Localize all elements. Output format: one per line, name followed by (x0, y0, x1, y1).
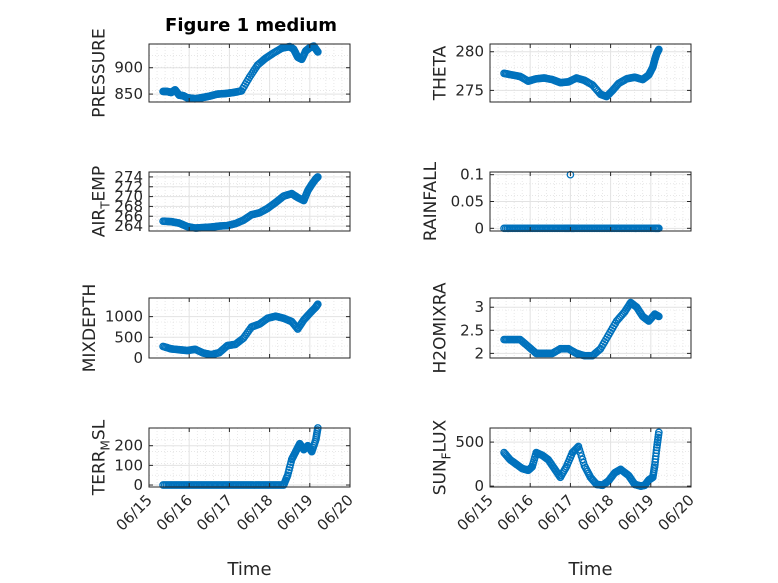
data-point (654, 312, 663, 320)
y-tick-label: 0 (133, 476, 143, 494)
y-tick-label: 1000 (105, 308, 143, 326)
data-point (244, 326, 253, 335)
data-point (605, 89, 614, 98)
y-tick-label: 280 (455, 43, 484, 61)
y-tick-label: 264 (114, 217, 143, 235)
x-tick-label: 06/16 (494, 491, 537, 534)
data-point (650, 463, 659, 471)
data-point (313, 300, 322, 309)
y-tick-label: 100 (114, 456, 143, 474)
data-point (654, 46, 663, 54)
x-tick-label: 06/17 (193, 491, 236, 534)
data-point (283, 472, 291, 481)
y-tick-label: 270 (114, 188, 143, 206)
data-point (313, 173, 322, 182)
y-tick-label: 3 (474, 298, 484, 316)
y-axis-label: SUNFLUX (431, 419, 454, 495)
y-tick-label: 268 (114, 197, 143, 215)
y-axis-label: THETA (431, 45, 451, 101)
axes-box (148, 171, 351, 232)
y-tick-label: 0 (474, 477, 484, 495)
subplot-5: 0 500 1000 MIXDEPTH (80, 284, 351, 373)
y-tick-label: 850 (114, 85, 143, 103)
subplot-4: 0 0.05 0.1 RAINFALL (421, 161, 692, 241)
y-tick-label: 0.1 (460, 166, 484, 184)
data-point (566, 170, 575, 179)
axes-box (489, 427, 692, 488)
data-point (302, 312, 311, 321)
data-point (503, 452, 511, 461)
x-axis-label: Time (567, 559, 612, 580)
y-tick-label: 500 (455, 433, 484, 451)
x-tick-label: 06/18 (574, 491, 617, 534)
data-point (313, 47, 322, 55)
subplot-8: 0 500SUNFLUX06/1506/1606/1706/1806/1906/2… (431, 419, 698, 580)
y-tick-label: 275 (455, 81, 484, 99)
y-axis-label: MIXDEPTH (80, 284, 100, 373)
y-tick-label: 900 (114, 59, 143, 77)
data-point (236, 336, 245, 345)
subplot-6: 2 2.5 3 H2OMIXRA (431, 282, 692, 374)
x-tick-label: 06/20 (655, 491, 698, 534)
y-tick-label: 0.05 (451, 193, 484, 211)
y-tick-label: 500 (114, 328, 143, 346)
x-tick-label: 06/19 (273, 491, 316, 534)
y-axis-label: TERRMSL (90, 419, 113, 496)
data-point (654, 431, 663, 439)
y-tick-label: 0 (133, 349, 143, 367)
data-point (649, 224, 657, 233)
x-tick-label: 06/19 (614, 491, 657, 534)
x-tick-label: 06/17 (534, 491, 577, 534)
y-tick-label: 200 (114, 437, 143, 455)
x-axis-label: Time (226, 559, 271, 580)
y-axis-label: H2OMIXRA (431, 282, 451, 373)
data-point (594, 347, 602, 355)
data-point (652, 449, 661, 458)
axes-box (148, 297, 351, 359)
y-tick-label: 2.5 (460, 321, 484, 339)
axes-box (148, 43, 351, 103)
axes-box (148, 427, 351, 488)
axes-box (489, 297, 692, 359)
data-point (578, 455, 587, 464)
data-point (313, 426, 322, 434)
y-axis-label: RAINFALL (421, 161, 441, 241)
y-axis-label: PRESSURE (90, 28, 110, 117)
data-point (561, 464, 570, 473)
subplot-7: 0 100200TERRMSL06/1506/1606/1706/1806/190… (90, 419, 357, 580)
y-tick-label: 274 (114, 168, 143, 186)
x-tick-label: 06/15 (113, 491, 156, 534)
y-tick-label: 272 (114, 178, 143, 196)
data-point (652, 446, 661, 455)
x-tick-label: 06/18 (233, 491, 276, 534)
x-tick-label: 06/20 (314, 491, 357, 534)
y-axis-label: AIRTEMP (90, 166, 113, 237)
y-tick-label: 0 (474, 219, 484, 237)
data-point (618, 311, 626, 319)
axes-box (489, 43, 692, 103)
x-tick-label: 06/15 (454, 491, 497, 534)
figure-title: Figure 1 medium (165, 15, 337, 36)
x-tick-label: 06/16 (153, 491, 196, 534)
data-point (611, 83, 620, 91)
data-point (654, 224, 663, 233)
y-tick-label: 2 (474, 344, 484, 362)
y-tick-label: 266 (114, 207, 143, 225)
